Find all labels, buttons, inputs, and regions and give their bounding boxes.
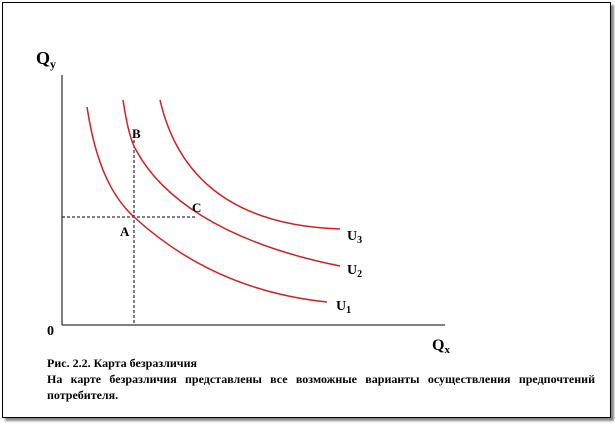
point-label: A xyxy=(120,224,130,239)
curve-u2 xyxy=(122,99,341,267)
label-part: 2 xyxy=(357,269,362,280)
label-part: U xyxy=(347,263,357,278)
curve-u3 xyxy=(159,99,341,230)
label-part: U xyxy=(347,229,357,244)
y-label: Qy xyxy=(36,48,56,71)
curve-label: U1 xyxy=(336,299,351,316)
label-part: Q xyxy=(432,337,444,354)
caption-text: На карте безразличия представлены все во… xyxy=(47,372,595,402)
label-part: U xyxy=(336,299,346,314)
label-part: y xyxy=(50,57,56,71)
origin: 0 xyxy=(47,324,54,339)
curve-label: U2 xyxy=(347,263,362,280)
caption: Рис. 2.2. Карта безразличия На карте без… xyxy=(47,355,595,403)
curve-label: U3 xyxy=(347,229,362,246)
label-part: x xyxy=(444,344,450,356)
point-label: B xyxy=(132,126,141,141)
frame xyxy=(2,2,611,418)
caption-title: Рис. 2.2. Карта безразличия xyxy=(47,356,197,370)
point-label: C xyxy=(192,200,201,215)
label-part: Q xyxy=(36,48,50,68)
x-label: Qx xyxy=(432,337,450,356)
label-part: 3 xyxy=(357,235,362,246)
label-part: 1 xyxy=(346,305,351,316)
curve-u1 xyxy=(86,106,328,303)
